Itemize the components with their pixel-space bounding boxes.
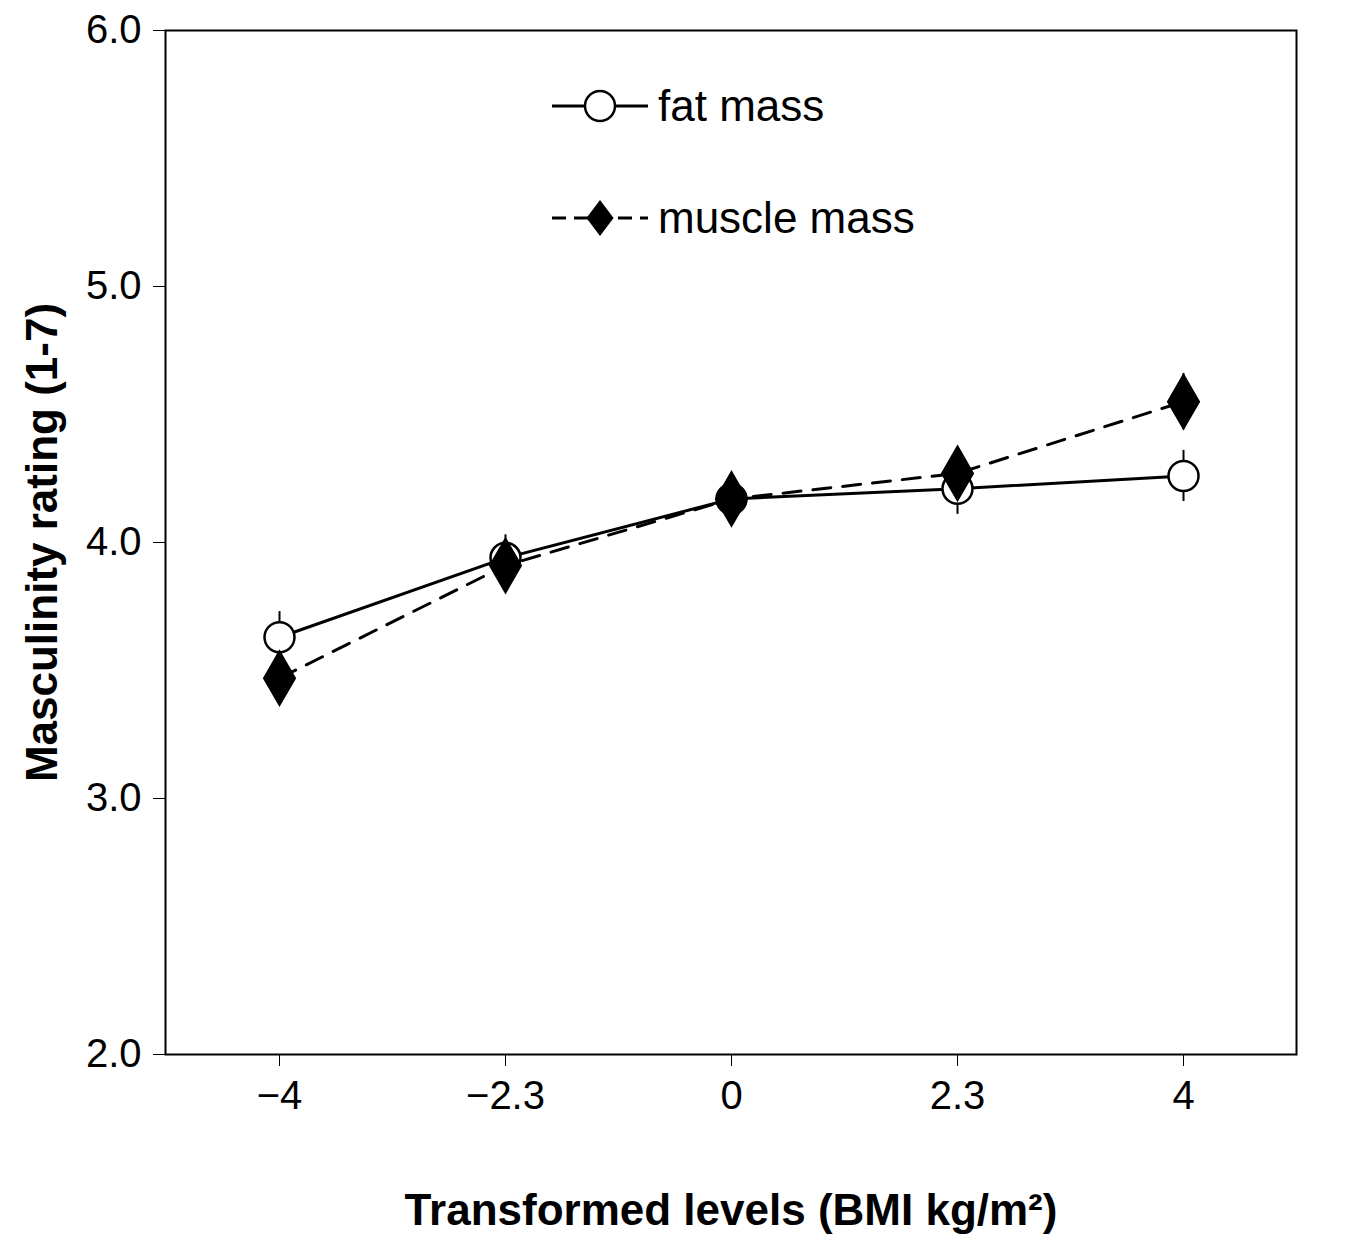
svg-text:3.0: 3.0 bbox=[86, 775, 142, 819]
svg-text:4.0: 4.0 bbox=[86, 519, 142, 563]
html-text:muscle mass: muscle mass bbox=[658, 193, 915, 242]
svg-text:0: 0 bbox=[720, 1073, 742, 1117]
svg-text:Transformed levels (BMI kg/m²): Transformed levels (BMI kg/m²) bbox=[405, 1185, 1058, 1234]
svg-text:−4: −4 bbox=[257, 1073, 303, 1117]
svg-text:4: 4 bbox=[1172, 1073, 1194, 1117]
svg-text:−2.3: −2.3 bbox=[466, 1073, 545, 1117]
svg-text:5.0: 5.0 bbox=[86, 263, 142, 307]
html-text:fat mass: fat mass bbox=[658, 81, 825, 130]
svg-text:6.0: 6.0 bbox=[86, 7, 142, 51]
svg-text:2.0: 2.0 bbox=[86, 1031, 142, 1075]
svg-text:2.3: 2.3 bbox=[930, 1073, 986, 1117]
svg-text:Masculinity rating (1-7): Masculinity rating (1-7) bbox=[17, 303, 66, 782]
